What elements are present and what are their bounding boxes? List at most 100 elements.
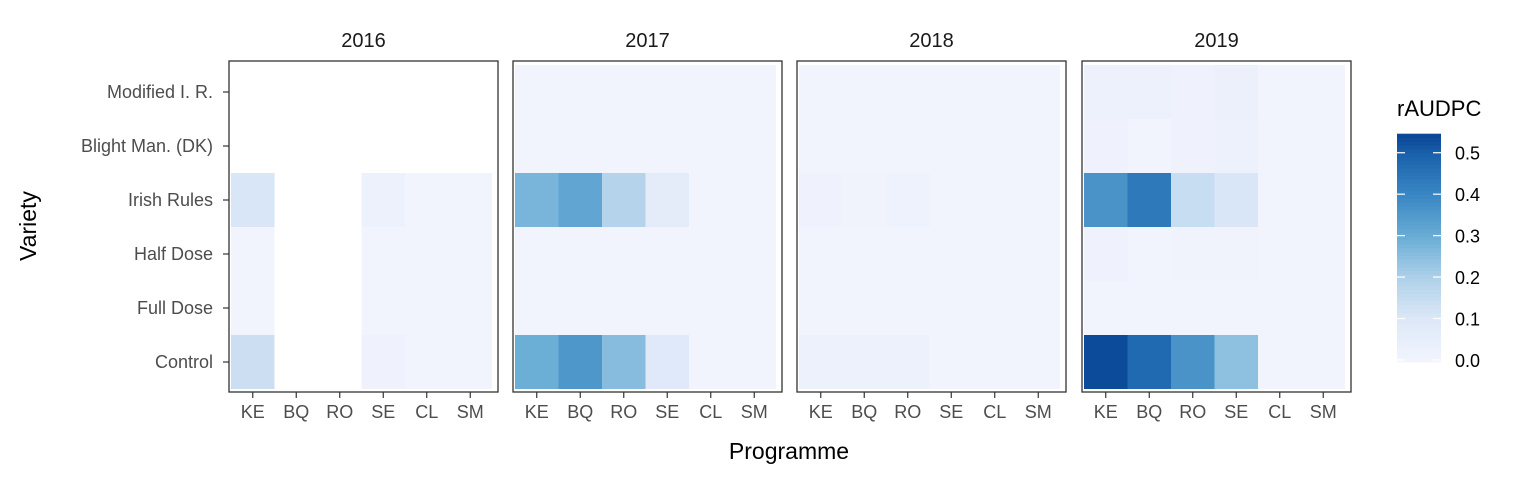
heatmap-cell-2016-CL-3 [405,173,449,227]
legend-colorbar-segment [1397,156,1441,161]
heatmap-cell-2016-SE-1 [361,281,405,335]
legend-colorbar-segment [1397,293,1441,298]
heatmap-cell-2018-CL-4 [973,119,1017,173]
legend-colorbar-segment [1397,209,1441,215]
legend-tick-label-0: 0.0 [1455,351,1480,371]
legend-colorbar-segment [1397,323,1441,329]
heatmap-cell-2019-BQ-0 [1127,335,1171,389]
heatmap-cell-2019-CL-0 [1258,335,1302,389]
heatmap-cell-2016-SE-3 [361,173,405,227]
legend-colorbar-segment [1397,179,1441,184]
legend-colorbar-segment [1397,304,1441,310]
legend-colorbar-segment [1397,278,1441,283]
x-tick-label-2016-SE: SE [371,402,395,422]
legend-tick-label-5: 0.5 [1455,144,1480,164]
heatmap-cell-2019-RO-3 [1171,173,1215,227]
x-tick-label-2016-BQ: BQ [283,402,309,422]
heatmap-cell-2017-SE-1 [645,281,689,335]
heatmap-cell-2018-CL-5 [973,65,1017,119]
heatmap-cell-2019-SE-5 [1214,65,1258,119]
legend-colorbar-segment [1397,186,1441,192]
heatmap-cell-2019-BQ-3 [1127,173,1171,227]
heatmap-cell-2019-KE-5 [1084,65,1128,119]
legend-colorbar-segment [1397,148,1441,154]
heatmap-cell-2016-SE-0 [361,335,405,389]
heatmap-cell-2017-RO-4 [602,119,646,173]
heatmap-cell-2017-RO-3 [602,173,646,227]
heatmap-cell-2017-CL-4 [689,119,733,173]
heatmap-cell-2017-KE-5 [515,65,559,119]
x-tick-label-2019-CL: CL [1268,402,1291,422]
panel-border-2016 [228,60,499,393]
legend-colorbar-segment [1397,221,1441,226]
legend-colorbar-segment [1397,236,1441,241]
heatmap-cell-2019-RO-1 [1171,281,1215,335]
legend-colorbar-segment [1397,350,1441,355]
panel-border-2019 [1081,60,1352,393]
heatmap-cell-2019-KE-4 [1084,119,1128,173]
heatmap-cell-2016-CL-2 [405,227,449,281]
heatmap-cell-2017-BQ-1 [558,281,602,335]
heatmap-cell-2016-SE-2 [361,227,405,281]
heatmap-cell-2019-SE-0 [1214,335,1258,389]
x-tick-label-2019-SE: SE [1224,402,1248,422]
legend-colorbar-segment [1397,213,1441,218]
heatmap-cell-2018-RO-3 [886,173,930,227]
legend-colorbar-segment [1397,285,1441,291]
legend-colorbar-segment [1397,171,1441,177]
heatmap-cell-2017-KE-2 [515,227,559,281]
legend-colorbar-segment [1397,270,1441,275]
heatmap-cell-2018-CL-2 [973,227,1017,281]
x-tick-label-2018-RO: RO [894,402,921,422]
legend-tick-label-2: 0.2 [1455,268,1480,288]
legend-colorbar-segment [1397,327,1441,332]
legend-colorbar-segment [1397,205,1441,211]
heatmap-cell-2016-KE-2 [231,227,275,281]
heatmap-cell-2017-CL-5 [689,65,733,119]
legend-colorbar-segment [1397,289,1441,294]
legend-colorbar-segment [1397,331,1441,336]
heatmap-cell-2019-KE-2 [1084,227,1128,281]
heatmap-cell-2018-SE-0 [929,335,973,389]
heatmap-cell-2016-KE-0 [231,335,275,389]
heatmap-cell-2017-KE-4 [515,119,559,173]
legend-colorbar-segment [1397,297,1441,302]
heatmap-cell-2017-KE-0 [515,335,559,389]
heatmap-cell-2018-SM-5 [1016,65,1060,119]
x-tick-label-2019-RO: RO [1179,402,1206,422]
heatmap-cell-2019-SE-2 [1214,227,1258,281]
legend-colorbar-segment [1397,190,1441,196]
legend-colorbar-segment [1397,308,1441,313]
heatmap-cell-2016-KE-1 [231,281,275,335]
heatmap-cell-2019-SE-3 [1214,173,1258,227]
heatmap-cell-2017-SE-3 [645,173,689,227]
heatmap-cell-2019-SM-0 [1301,335,1345,389]
heatmap-cell-2018-KE-1 [799,281,843,335]
heatmap-cell-2018-RO-4 [886,119,930,173]
heatmap-cell-2018-BQ-5 [842,65,886,119]
heatmap-cell-2017-SM-2 [732,227,776,281]
heatmap-cell-2018-KE-0 [799,335,843,389]
heatmap-cell-2018-KE-3 [799,173,843,227]
heatmap-cell-2019-KE-0 [1084,335,1128,389]
y-tick-label-2: Half Dose [134,244,213,264]
heatmap-cell-2018-BQ-0 [842,335,886,389]
heatmap-cell-2019-RO-0 [1171,335,1215,389]
heatmap-cell-2019-BQ-2 [1127,227,1171,281]
heatmap-cell-2018-BQ-1 [842,281,886,335]
y-tick-label-0: Control [155,352,213,372]
heatmap-cell-2017-BQ-0 [558,335,602,389]
legend-colorbar-segment [1397,194,1441,199]
facet-title-2016: 2016 [341,30,386,52]
legend-colorbar-segment [1397,164,1441,169]
facet-title-2018: 2018 [909,30,954,52]
legend-colorbar-segment [1397,281,1441,287]
legend-colorbar-segment [1397,240,1441,245]
legend-tick-label-3: 0.3 [1455,227,1480,247]
legend-colorbar-segment [1397,357,1441,363]
heatmap-cell-2017-SM-4 [732,119,776,173]
heatmap-cell-2019-RO-2 [1171,227,1215,281]
heatmap-cell-2018-SM-2 [1016,227,1060,281]
heatmap-cell-2018-BQ-2 [842,227,886,281]
